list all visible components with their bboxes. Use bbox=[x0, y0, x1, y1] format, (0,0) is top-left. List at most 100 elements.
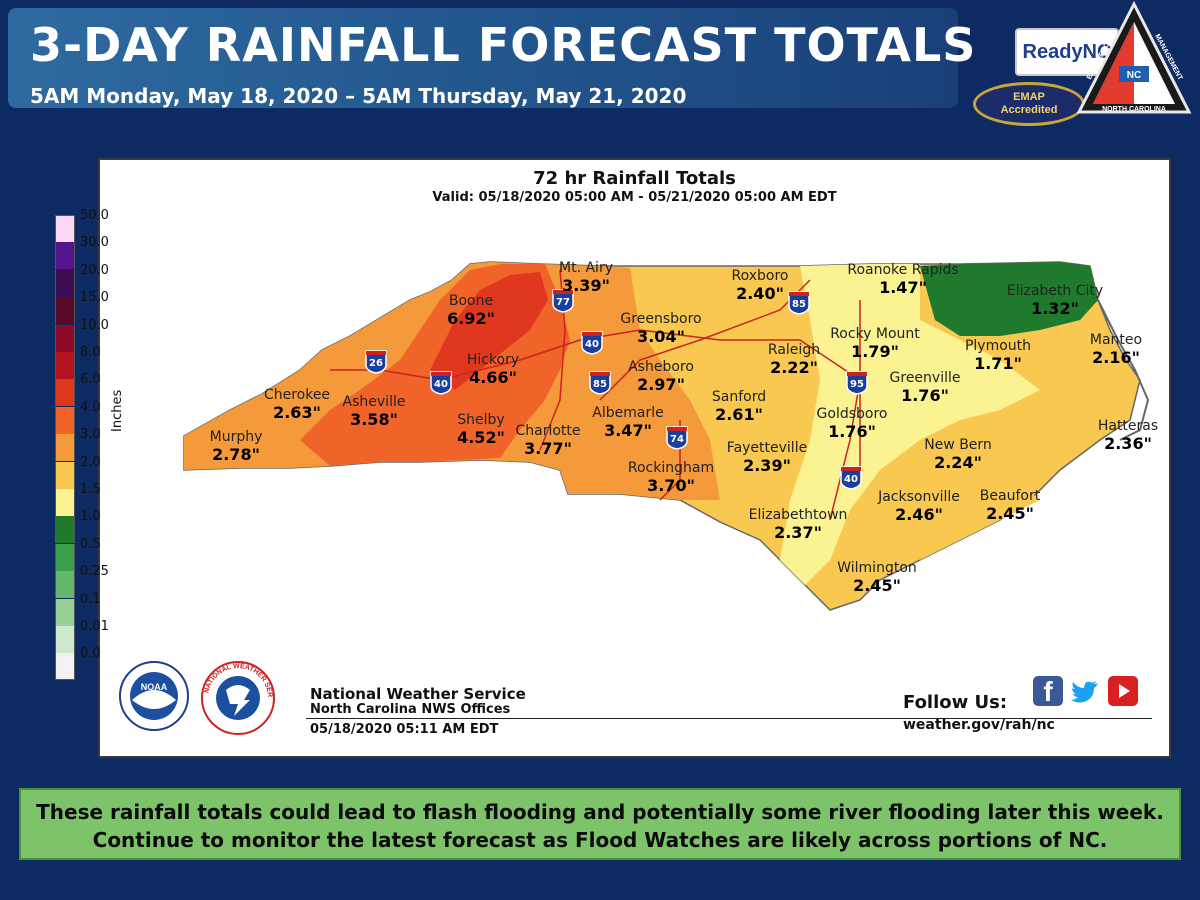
nc-em-center-text: NC bbox=[1127, 70, 1141, 81]
city-rainfall-value: 1.79" bbox=[851, 342, 899, 361]
city-name: Goldsboro bbox=[816, 406, 888, 422]
city-rainfall-value: 1.76" bbox=[901, 386, 949, 405]
legend-swatch bbox=[55, 324, 75, 352]
interstate-shield: 26 bbox=[365, 350, 387, 374]
interstate-number: 40 bbox=[434, 379, 448, 390]
interstate-shield: 40 bbox=[581, 331, 603, 355]
city-rainfall-value: 2.40" bbox=[736, 284, 784, 303]
map-title: 72 hr Rainfall Totals bbox=[533, 168, 736, 189]
interstate-number: 40 bbox=[585, 339, 599, 350]
flood-note-line1: These rainfall totals could lead to flas… bbox=[36, 800, 1164, 824]
noaa-logo: NOAA bbox=[119, 661, 189, 731]
city-name: Asheville bbox=[342, 394, 406, 410]
twitter-icon[interactable] bbox=[1070, 676, 1100, 706]
page-title: 3-DAY RAINFALL FORECAST TOTALS bbox=[30, 18, 977, 72]
city-name: Murphy bbox=[209, 429, 263, 445]
map-region-coastal bbox=[900, 470, 1040, 560]
city-rainfall-value: 2.37" bbox=[774, 523, 822, 542]
city-rainfall-value: 3.70" bbox=[647, 476, 695, 495]
legend-swatch bbox=[55, 269, 75, 297]
city-name: Greensboro bbox=[620, 311, 702, 327]
city-name: Boone bbox=[448, 293, 494, 309]
interstate-number: 40 bbox=[844, 474, 858, 485]
footer-agency: National Weather Service bbox=[310, 685, 526, 703]
city-rainfall-value: 2.45" bbox=[986, 504, 1034, 523]
legend-tick-label: 0.0 bbox=[80, 646, 101, 662]
legend-tick-label: 0.1 bbox=[80, 591, 101, 607]
legend-swatch bbox=[55, 543, 75, 571]
map-region-green bbox=[920, 262, 1098, 336]
website-link[interactable]: weather.gov/rah/nc bbox=[903, 717, 1055, 733]
city-rainfall-value: 2.45" bbox=[853, 576, 901, 595]
ready-nc-text: ReadyNC bbox=[1022, 41, 1112, 63]
interstate-number: 85 bbox=[593, 379, 607, 390]
noaa-text: NOAA bbox=[141, 682, 168, 692]
legend-swatch bbox=[55, 297, 75, 325]
flood-note-line2: Continue to monitor the latest forecast … bbox=[92, 828, 1108, 852]
city-name: Rockingham bbox=[627, 460, 715, 476]
city-name: Cherokee bbox=[263, 387, 331, 403]
city-rainfall-value: 3.47" bbox=[604, 421, 652, 440]
interstate-shield: 77 bbox=[552, 289, 574, 313]
legend-swatch bbox=[55, 516, 75, 544]
nc-emergency-management-logo: NC EMERGENCY MANAGEMENT NORTH CAROLINA bbox=[1076, 0, 1192, 114]
footer-offices: North Carolina NWS Offices bbox=[310, 702, 511, 717]
city-name: Raleigh bbox=[767, 342, 821, 358]
map-valid-period: Valid: 05/18/2020 05:00 AM - 05/21/2020 … bbox=[432, 190, 837, 205]
city-name: Wilmington bbox=[837, 560, 917, 576]
city-rainfall-value: 2.16" bbox=[1092, 348, 1140, 367]
city-name: Asheboro bbox=[628, 359, 694, 375]
legend-swatch bbox=[55, 571, 75, 599]
legend-tick-label: 6.0 bbox=[80, 372, 101, 388]
city-rainfall-value: 3.58" bbox=[350, 410, 398, 429]
city-rainfall-value: 2.36" bbox=[1104, 434, 1152, 453]
interstate-shields: 77 85 40 26 40 85 74 95 40 bbox=[365, 289, 868, 490]
legend-tick-label: 2.0 bbox=[80, 454, 101, 470]
city-name: Hickory bbox=[466, 352, 520, 368]
city-name: Mt. Airy bbox=[559, 260, 613, 276]
city-name: Fayetteville bbox=[726, 440, 808, 456]
emap-text: EMAP bbox=[1013, 91, 1045, 103]
city-name: Greenville bbox=[889, 370, 961, 386]
interstate-number: 26 bbox=[369, 358, 383, 369]
interstate-number: 74 bbox=[670, 434, 684, 445]
legend-swatch bbox=[55, 434, 75, 462]
city-rainfall-value: 1.76" bbox=[828, 422, 876, 441]
youtube-icon[interactable] bbox=[1108, 676, 1138, 706]
legend-tick-label: 3.0 bbox=[80, 427, 101, 443]
legend-swatch bbox=[55, 461, 75, 489]
city-name: Jacksonville bbox=[878, 489, 960, 505]
city-name: Charlotte bbox=[515, 423, 581, 439]
legend-swatch bbox=[55, 242, 75, 270]
legend-tick-label: 8.0 bbox=[80, 345, 101, 360]
city-rainfall-value: 3.04" bbox=[637, 327, 685, 346]
interstate-shield: 74 bbox=[666, 426, 688, 450]
legend-tick-label: 0.5 bbox=[80, 536, 101, 552]
city-name: New Bern bbox=[924, 437, 992, 453]
interstate-number: 85 bbox=[792, 299, 806, 310]
agency-logos: ReadyNC EMAP Accredited NC EMERGENCY MAN… bbox=[965, 0, 1200, 135]
footer-divider bbox=[306, 718, 1152, 719]
city-name: Shelby bbox=[457, 412, 505, 428]
facebook-icon[interactable]: f bbox=[1033, 676, 1063, 707]
legend-tick-label: 15.0 bbox=[80, 290, 109, 306]
city-rainfall-value: 3.77" bbox=[524, 439, 572, 458]
interstate-shield: 95 bbox=[846, 371, 868, 395]
city-rainfall-value: 2.39" bbox=[743, 456, 791, 475]
legend-swatch bbox=[55, 598, 75, 626]
city-name: Manteo bbox=[1089, 332, 1143, 348]
legend-swatch bbox=[55, 406, 75, 434]
legend-tick-label: 50.0 bbox=[80, 208, 109, 223]
legend-tick-label: 1.5 bbox=[80, 482, 101, 497]
city-name: Beaufort bbox=[979, 488, 1041, 504]
follow-us-label: Follow Us: bbox=[903, 692, 1008, 713]
legend-tick-label: 4.0 bbox=[80, 399, 101, 415]
city-rainfall-value: 2.61" bbox=[715, 405, 763, 424]
legend-swatch bbox=[55, 379, 75, 407]
map-region-light-yellow bbox=[780, 264, 1040, 585]
city-name: Rocky Mount bbox=[830, 326, 920, 342]
legend-swatch bbox=[55, 215, 75, 242]
legend-tick-label: 1.0 bbox=[80, 509, 101, 525]
city-rainfall-value: 2.46" bbox=[895, 505, 943, 524]
